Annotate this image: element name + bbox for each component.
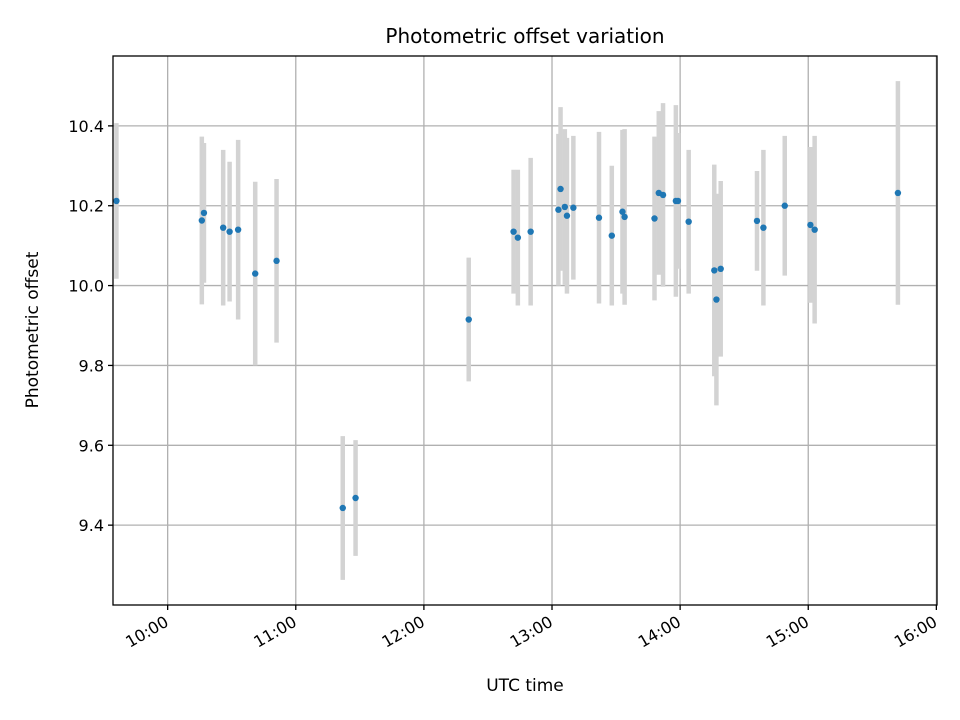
data-point [557, 185, 564, 193]
data-point [807, 221, 814, 229]
plot-frame [112, 55, 938, 606]
data-point [514, 234, 522, 241]
x-axis-label: UTC time [486, 676, 564, 696]
data-point [234, 226, 242, 233]
data-point [621, 213, 628, 221]
data-point [717, 265, 724, 273]
data-point [619, 208, 626, 215]
data-point [563, 212, 571, 219]
data-point [200, 209, 208, 217]
data-point [561, 203, 569, 211]
data-point [555, 206, 562, 213]
y-tick-label: 9.8 [79, 356, 104, 375]
data-point [113, 197, 120, 205]
y-axis-ticks: 9.4 9.6 9.8 10.0 10.2 10.4 [68, 117, 113, 535]
y-tick-label: 10.2 [68, 197, 104, 216]
data-point [811, 226, 818, 233]
y-tick-label: 9.4 [79, 516, 104, 535]
data-point [219, 224, 227, 231]
data-point [570, 204, 577, 211]
data-point [685, 218, 692, 225]
data-point [760, 224, 767, 231]
data-point [713, 296, 720, 303]
data-point [273, 257, 280, 265]
data-point [781, 202, 788, 209]
data-point [198, 217, 206, 224]
data-point [674, 197, 682, 205]
data-point [252, 270, 259, 277]
data-point [352, 494, 359, 502]
data-points [113, 185, 902, 512]
y-tick-label: 10.4 [68, 117, 104, 136]
y-tick-label: 9.6 [79, 436, 104, 455]
data-point [465, 316, 472, 323]
data-point [894, 189, 902, 197]
data-point [608, 232, 615, 239]
data-point [510, 228, 517, 235]
data-point [339, 504, 346, 512]
data-point [226, 228, 233, 235]
data-point [753, 217, 761, 225]
data-point [711, 267, 718, 274]
data-point [595, 214, 603, 221]
data-point [651, 215, 658, 222]
y-tick-label: 10.0 [68, 277, 104, 296]
data-point [659, 191, 667, 199]
y-axis-label: Photometric offset [23, 251, 43, 408]
data-point [527, 228, 534, 235]
chart-title: Photometric offset variation [385, 24, 664, 48]
